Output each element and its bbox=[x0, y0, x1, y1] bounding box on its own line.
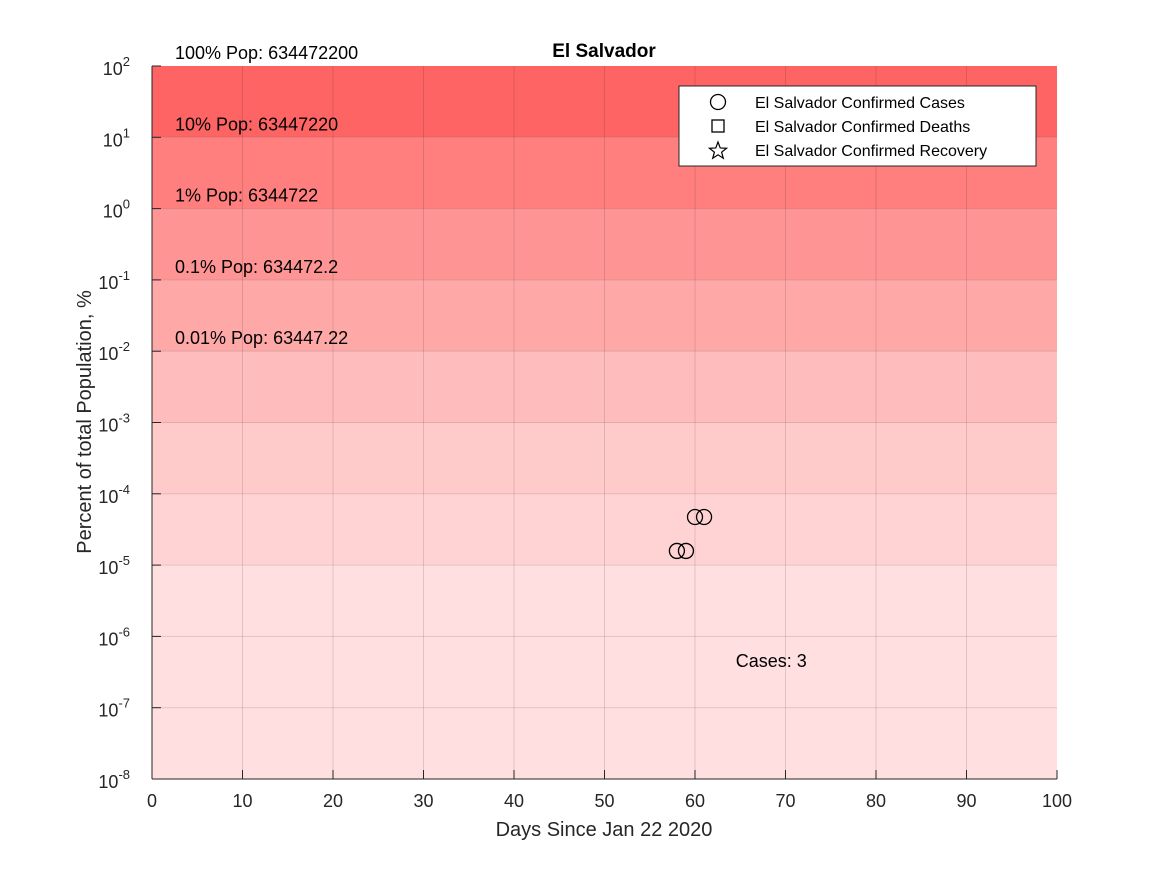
band-2 bbox=[152, 208, 1057, 280]
population-label: 10% Pop: 63447220 bbox=[175, 114, 338, 134]
legend-circle-marker bbox=[709, 93, 727, 111]
y-tick-label: 10-5 bbox=[98, 553, 130, 578]
x-tick-label: 100 bbox=[1042, 791, 1072, 811]
population-label: 100% Pop: 634472200 bbox=[175, 43, 358, 63]
x-tick-label: 30 bbox=[413, 791, 433, 811]
band-6 bbox=[152, 493, 1057, 566]
legend-entry-label: El Salvador Confirmed Deaths bbox=[755, 119, 970, 136]
legend-star-marker bbox=[707, 140, 729, 160]
x-tick-label: 70 bbox=[775, 791, 795, 811]
x-tick-label: 10 bbox=[232, 791, 252, 811]
band-5 bbox=[152, 422, 1057, 494]
band-7 bbox=[152, 565, 1057, 779]
grid-lines bbox=[152, 66, 1057, 779]
x-tick-label: 20 bbox=[323, 791, 343, 811]
case-point bbox=[695, 508, 713, 526]
population-labels: 100% Pop: 634472200 10% Pop: 63447220 1% P… bbox=[175, 43, 358, 348]
y-tick-label: 10-2 bbox=[98, 339, 130, 364]
population-label: 0.1% Pop: 634472.2 bbox=[175, 257, 338, 277]
x-tick-label: 40 bbox=[504, 791, 524, 811]
y-tick-label: 10-4 bbox=[98, 482, 130, 507]
chart-title: El Salvador bbox=[552, 41, 656, 62]
y-tick-label: 102 bbox=[103, 54, 130, 79]
x-tick-label: 90 bbox=[956, 791, 976, 811]
legend-entry-label: El Salvador Confirmed Recovery bbox=[755, 143, 987, 160]
y-tick-label: 10-3 bbox=[98, 411, 130, 436]
axes: 0 10 20 30 40 50 60 70 80 90 100 102 101 100 10-1 10-2 1… bbox=[98, 54, 1072, 811]
population-label: 1% Pop: 6344722 bbox=[175, 186, 318, 206]
legend-box bbox=[678, 85, 1037, 167]
y-tick-label: 10-8 bbox=[98, 767, 130, 792]
band-4 bbox=[152, 351, 1057, 423]
y-axis-label: Percent of total Population, % bbox=[74, 290, 96, 554]
population-label: 0.01% Pop: 63447.22 bbox=[175, 328, 348, 348]
case-point bbox=[686, 508, 704, 526]
x-tick-label: 50 bbox=[594, 791, 614, 811]
x-tick-label: 0 bbox=[147, 791, 157, 811]
case-point bbox=[677, 542, 695, 560]
x-tick-label: 60 bbox=[685, 791, 705, 811]
y-tick-label: 100 bbox=[103, 197, 130, 222]
y-tick-label: 10-6 bbox=[98, 624, 130, 649]
band-3 bbox=[152, 279, 1057, 352]
legend-entry-label: El Salvador Confirmed Cases bbox=[755, 95, 965, 112]
x-tick-label: 80 bbox=[866, 791, 886, 811]
case-point bbox=[668, 542, 686, 560]
data-points bbox=[668, 508, 713, 560]
cases-annotation: Cases: 3 bbox=[736, 651, 807, 671]
legend-square-marker bbox=[711, 119, 725, 133]
y-tick-label: 10-1 bbox=[98, 268, 130, 293]
y-tick-label: 10-7 bbox=[98, 696, 130, 721]
x-axis-label: Days Since Jan 22 2020 bbox=[496, 819, 713, 841]
legend: El Salvador Confirmed Cases El Salvador C… bbox=[678, 85, 1037, 167]
y-tick-label: 101 bbox=[103, 125, 130, 150]
